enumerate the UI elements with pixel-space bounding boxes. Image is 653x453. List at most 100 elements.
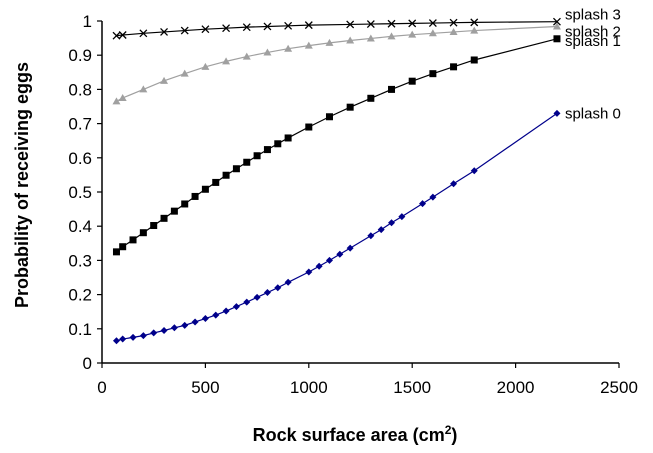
data-point [139, 85, 148, 93]
series-label: splash 2 [565, 23, 621, 40]
data-point [201, 25, 210, 34]
data-point [222, 171, 230, 179]
data-point [336, 250, 344, 258]
data-point [129, 333, 137, 341]
y-tick-label: 0.2 [68, 286, 92, 305]
series-label: splash 1 [565, 33, 621, 50]
data-point [346, 36, 355, 44]
data-point [428, 29, 437, 37]
data-point [284, 44, 293, 52]
data-point [304, 21, 313, 30]
data-point [367, 94, 375, 102]
y-tick-label: 0.9 [68, 46, 92, 65]
data-point [450, 63, 458, 71]
series-splash-3 [112, 17, 561, 40]
data-point [449, 18, 458, 27]
x-tick-label: 0 [97, 378, 106, 397]
series-layer [112, 17, 561, 345]
data-point [191, 318, 199, 326]
axes-layer [101, 21, 619, 364]
data-point [284, 134, 292, 142]
data-point [212, 178, 220, 186]
x-axis-title-superscript: 2 [445, 423, 452, 437]
data-point [263, 289, 271, 297]
data-point [222, 24, 231, 33]
data-point [129, 236, 137, 244]
data-point [232, 303, 240, 311]
data-point [170, 324, 178, 332]
series-line [116, 112, 558, 342]
ticks-layer: 0 0.1 0.2 0.3 0.4 0.5 0.6 0.7 0.8 0.9 1 0 500 1000 150… [68, 12, 638, 397]
data-point [274, 284, 282, 292]
data-point [119, 335, 127, 343]
y-tick-label: 0.4 [68, 217, 92, 236]
data-point [112, 337, 120, 345]
data-point [118, 93, 127, 101]
data-point [470, 18, 479, 27]
series-label: splash 0 [565, 105, 621, 122]
data-point [553, 35, 561, 43]
data-point [201, 185, 209, 193]
data-point [181, 321, 189, 329]
data-point [284, 278, 292, 286]
data-point [212, 311, 220, 319]
data-point [325, 113, 333, 121]
data-point [180, 26, 189, 35]
y-tick-label: 0.8 [68, 80, 92, 99]
data-point [304, 41, 313, 49]
data-point [139, 332, 147, 340]
data-point [429, 193, 437, 201]
data-point [139, 229, 147, 237]
y-tick-label: 1 [83, 12, 92, 31]
data-point [139, 29, 148, 38]
data-point [253, 152, 261, 160]
data-point [160, 27, 168, 36]
x-tick-label: 500 [191, 378, 219, 397]
data-point [315, 262, 323, 270]
data-point [398, 213, 406, 221]
data-point [150, 222, 158, 230]
data-point [201, 62, 210, 70]
data-point [243, 298, 251, 306]
x-axis-title-main: Rock surface area (cm [253, 425, 445, 445]
data-point [408, 77, 416, 85]
data-point [388, 85, 396, 93]
y-axis-title: Probability of receiving eggs [12, 62, 32, 308]
data-point [377, 226, 385, 234]
y-tick-label: 0.7 [68, 115, 92, 134]
data-point [253, 293, 261, 301]
data-point [263, 22, 272, 31]
series-label: splash 3 [565, 7, 621, 24]
data-point [325, 256, 333, 264]
data-point [263, 146, 271, 154]
data-point [170, 207, 178, 215]
series-splash-1 [112, 35, 561, 256]
data-point [232, 165, 240, 173]
data-point [191, 192, 199, 200]
x-tick-label: 2500 [600, 378, 638, 397]
data-point [160, 76, 169, 84]
series-splash-0 [112, 109, 561, 345]
data-point [346, 244, 354, 252]
data-point [222, 57, 231, 65]
data-point [450, 180, 458, 188]
data-point [201, 315, 209, 323]
data-point [222, 307, 230, 315]
data-point [180, 69, 189, 77]
data-point [419, 200, 427, 208]
data-point [367, 232, 375, 240]
data-point [470, 167, 478, 175]
data-point [429, 70, 437, 78]
data-point [284, 21, 293, 30]
data-point [242, 23, 251, 32]
data-point [242, 52, 251, 60]
data-point [428, 19, 437, 28]
x-axis-title: Rock surface area (cm2) [253, 423, 458, 445]
y-tick-label: 0.3 [68, 251, 92, 270]
data-point [325, 38, 334, 46]
data-point [366, 20, 375, 29]
data-point [112, 97, 121, 105]
series-line [116, 38, 558, 253]
data-point [160, 327, 168, 335]
